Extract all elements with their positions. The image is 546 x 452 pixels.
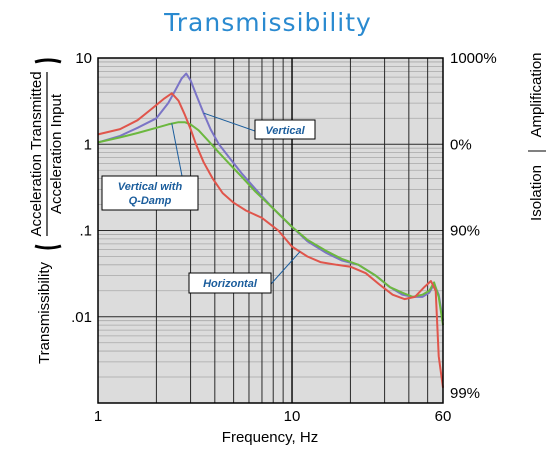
x-tick-label: 10 xyxy=(284,408,301,425)
annotation-qdamp-box xyxy=(101,175,199,211)
annotation-horizontal-label: Horizontal xyxy=(203,278,258,290)
y2-tick-label: 99% xyxy=(450,385,480,402)
x-axis-label: Frequency, Hz xyxy=(222,429,318,446)
series-layer xyxy=(97,72,444,388)
annotation-qdamp-leader xyxy=(171,123,183,177)
x-tick-label: 60 xyxy=(435,408,452,425)
y2-tick-label: 0% xyxy=(450,136,472,153)
chart-title: Transmissibility xyxy=(163,8,372,37)
y-tick-label: 10 xyxy=(75,50,92,67)
y-axis-label-denominator: Acceleration Input xyxy=(48,93,65,214)
annotation-qdamp-line1: Vertical with xyxy=(118,181,183,193)
annotation-vertical-leader xyxy=(203,112,256,132)
annotation-horizontal-leader xyxy=(270,251,301,285)
y-axis-label-right-paren xyxy=(34,58,62,64)
annotation-vertical-label: Vertical xyxy=(265,125,305,137)
grid-major xyxy=(98,57,443,403)
y2-tick-label: 90% xyxy=(450,223,480,240)
x-tick-labels: 1 10 60 xyxy=(94,408,452,425)
y-axis-label: Transmissibility Acceleration Transmitte… xyxy=(28,58,65,364)
x-tick-label: 1 xyxy=(94,408,102,425)
plot-frame xyxy=(97,57,444,404)
annotation-vertical: Vertical xyxy=(203,112,316,140)
annotation-vertical-box xyxy=(254,119,316,140)
y2-tick-labels: 1000% 0% 90% 99% xyxy=(450,50,497,402)
annotation-horizontal: Horizontal xyxy=(188,251,301,294)
y-axis-label-numerator: Acceleration Transmitted xyxy=(28,71,45,236)
y2-label-amplification: Amplification xyxy=(528,52,545,137)
y2-label-isolation: Isolation xyxy=(528,165,545,221)
annotation-qdamp: Vertical with Q-Damp xyxy=(101,123,199,211)
y2-tick-label: 1000% xyxy=(450,50,497,67)
y-axis-label-prefix: Transmissibility xyxy=(36,262,53,364)
y-tick-label: .01 xyxy=(71,309,92,326)
y-tick-labels: 10 1 .1 .01 xyxy=(71,50,92,326)
annotation-qdamp-line2: Q-Damp xyxy=(129,195,172,207)
y-axis-label-left-paren xyxy=(34,244,62,250)
series-line-horizontal xyxy=(97,92,444,388)
y2-axis-label: Isolation Amplification xyxy=(528,52,546,221)
annotation-horizontal-box xyxy=(188,272,272,294)
y-tick-label: .1 xyxy=(79,223,92,240)
y-tick-label: 1 xyxy=(84,136,92,153)
